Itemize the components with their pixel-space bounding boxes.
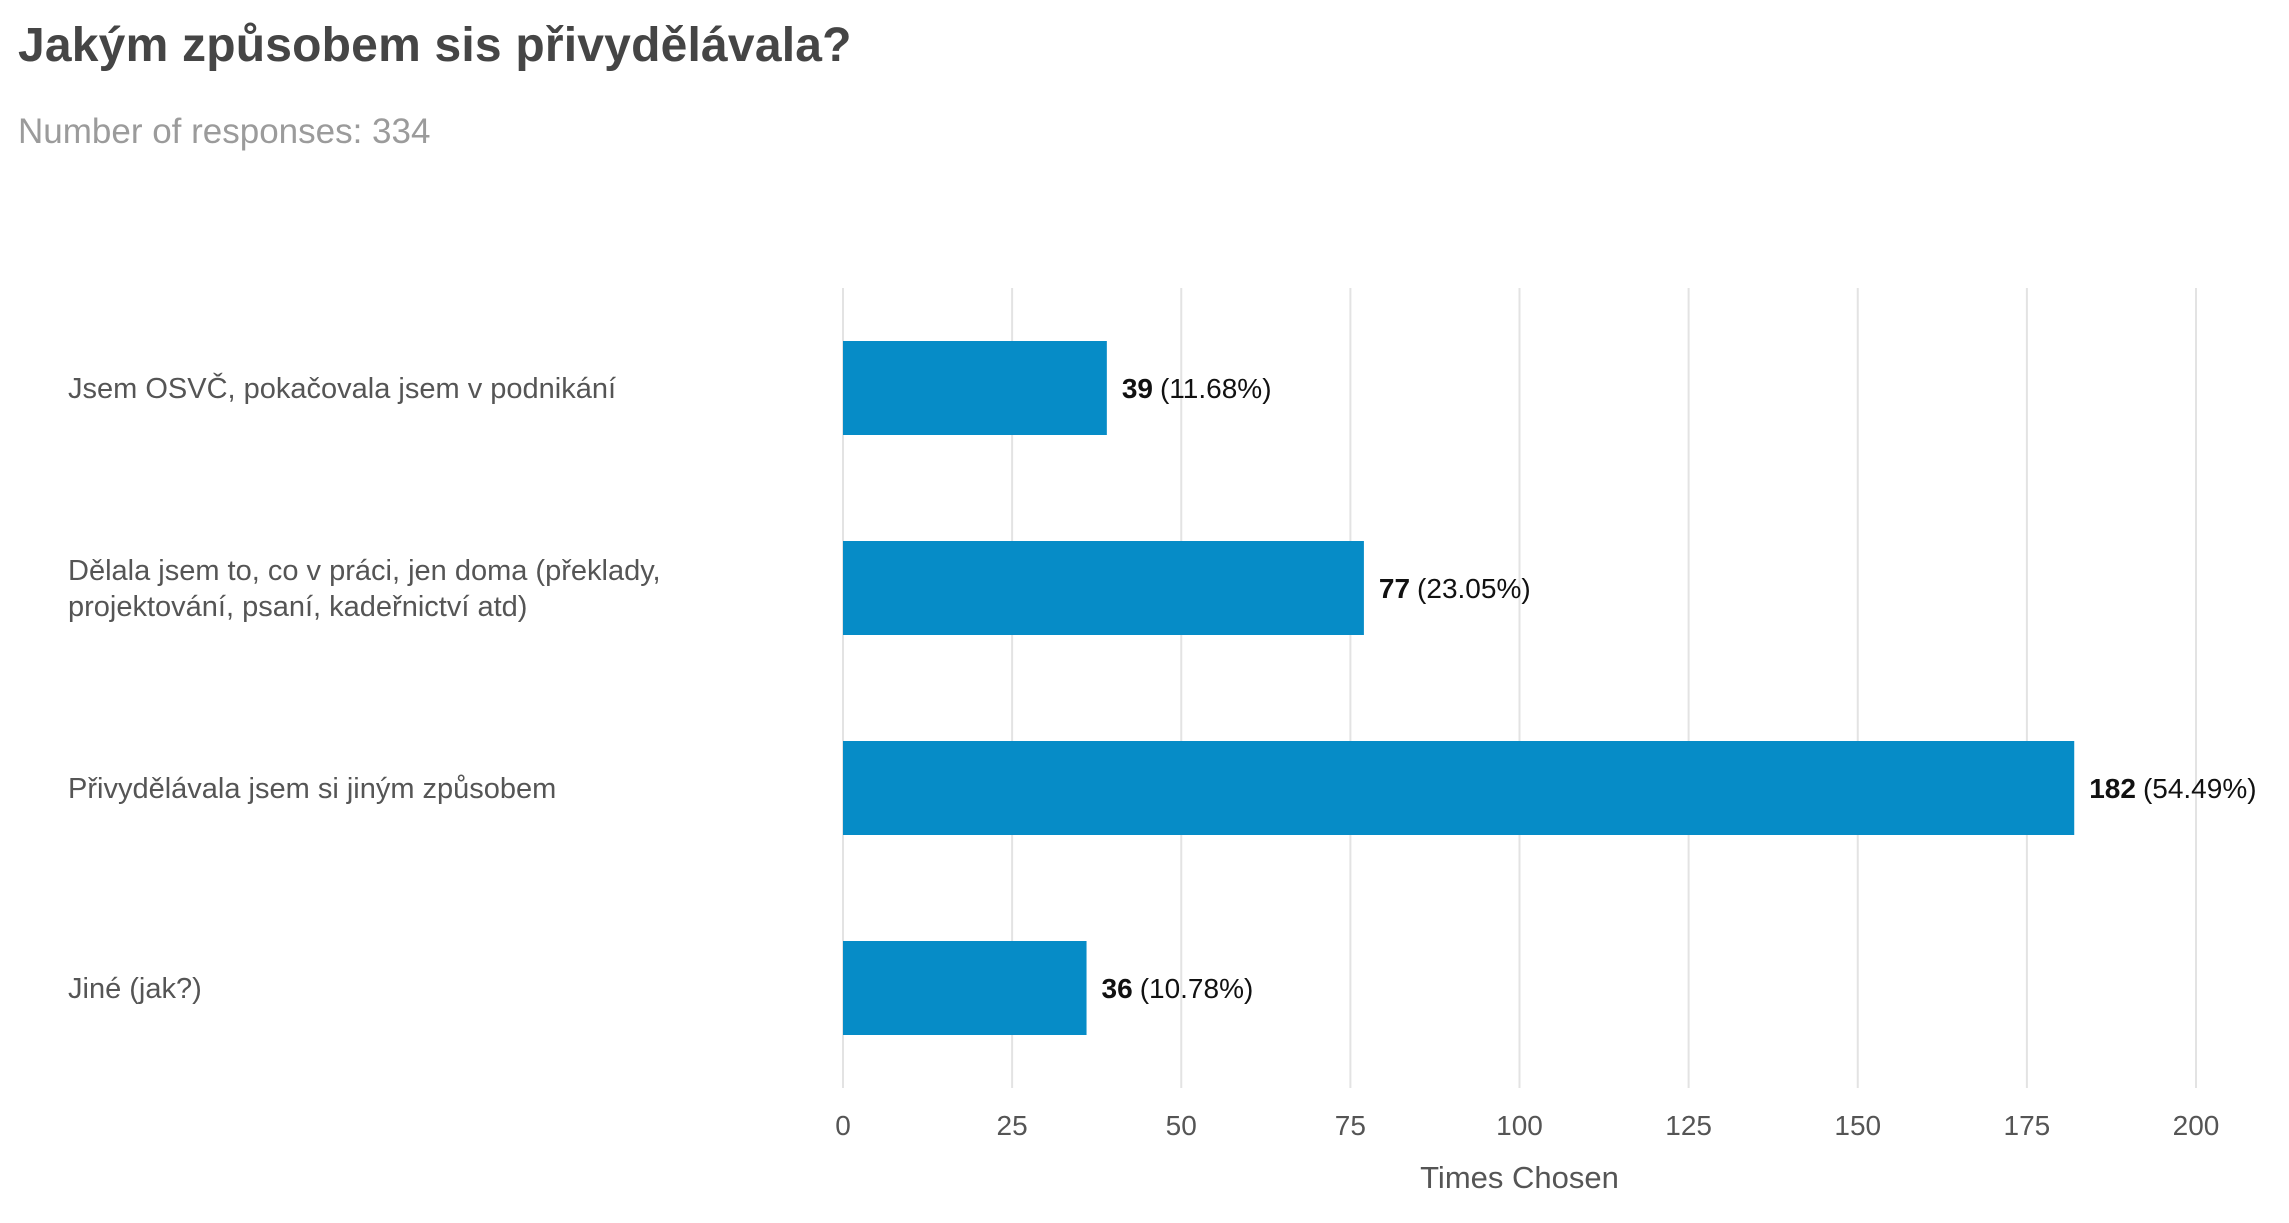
data-label-count: 36 [1102, 973, 1133, 1004]
data-label-count: 39 [1122, 373, 1153, 404]
bars [843, 341, 2075, 1035]
x-tick-label: 50 [1166, 1110, 1197, 1141]
page-title: Jakým způsobem sis přivydělávala? [18, 19, 852, 72]
category-label: Přivydělávala jsem si jiným způsobem [68, 773, 556, 805]
x-axis-title: Times Chosen [1420, 1160, 1619, 1195]
data-label-percent: (54.49%) [2143, 773, 2257, 804]
category-label-line: Přivydělávala jsem si jiným způsobem [68, 773, 556, 805]
bar [843, 941, 1087, 1035]
x-tick-label: 125 [1665, 1110, 1712, 1141]
x-tick-label: 200 [2173, 1110, 2220, 1141]
data-label: 36 (10.78%) [1102, 973, 1254, 1004]
x-tick-label: 25 [997, 1110, 1028, 1141]
category-label: Dělala jsem to, co v práci, jen doma (př… [68, 555, 661, 623]
response-count: Number of responses: 334 [18, 112, 431, 151]
category-label-line: projektování, psaní, kadeřnictví atd) [68, 591, 527, 623]
bar [843, 541, 1364, 635]
bar [843, 741, 2075, 835]
data-label-percent: (10.78%) [1140, 973, 1254, 1004]
data-label: 182 (54.49%) [2089, 773, 2256, 804]
category-labels: Jsem OSVČ, pokačovala jsem v podnikání Dě… [68, 371, 661, 1005]
data-label-count: 182 [2089, 773, 2136, 804]
category-label-line: Jiné (jak?) [68, 973, 202, 1005]
data-labels: 39 (11.68%) 77 (23.05%) 182 (54.49%) 36 (10.78%… [1102, 373, 2257, 1004]
gridlines [842, 288, 2197, 1088]
category-label-line: Dělala jsem to, co v práci, jen doma (př… [68, 555, 661, 587]
x-tick-label: 75 [1335, 1110, 1366, 1141]
category-label-line: Jsem OSVČ, pokačovala jsem v podnikání [68, 371, 616, 405]
x-axis-ticks: 0 25 50 75 100 125 150 175 200 [835, 1110, 2219, 1141]
bar [843, 341, 1107, 435]
category-label: Jsem OSVČ, pokačovala jsem v podnikání [68, 371, 616, 405]
x-tick-label: 100 [1496, 1110, 1543, 1141]
x-tick-label: 175 [2004, 1110, 2051, 1141]
data-label: 39 (11.68%) [1122, 373, 1272, 404]
data-label-percent: (23.05%) [1417, 573, 1531, 604]
data-label-percent: (11.68%) [1160, 373, 1272, 404]
data-label-count: 77 [1379, 573, 1410, 604]
data-label: 77 (23.05%) [1379, 573, 1531, 604]
category-label: Jiné (jak?) [68, 973, 202, 1005]
x-tick-label: 150 [1834, 1110, 1881, 1141]
x-tick-label: 0 [835, 1110, 851, 1141]
